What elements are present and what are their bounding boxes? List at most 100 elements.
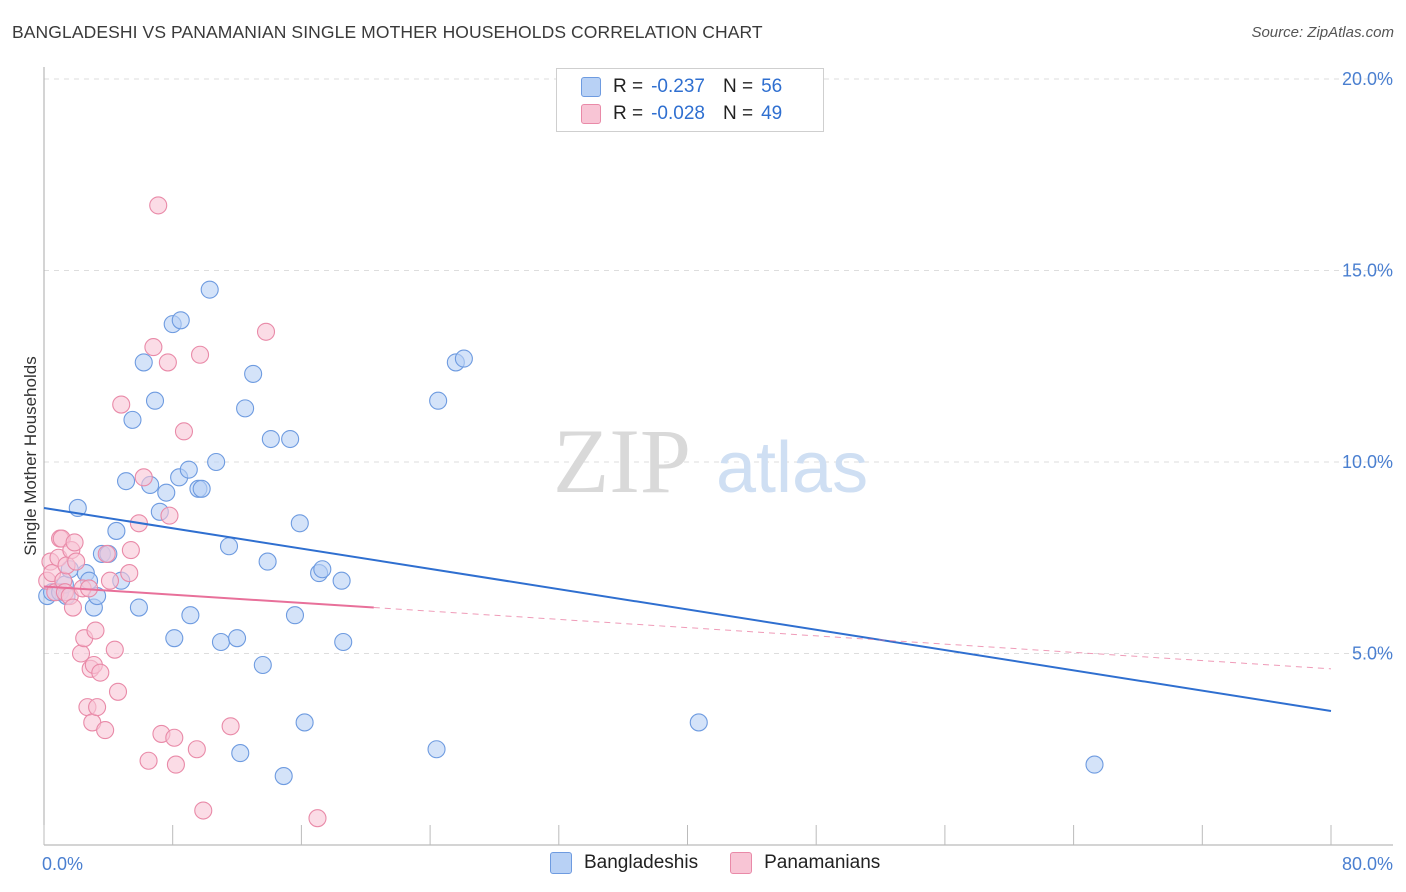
blue-swatch-icon (550, 852, 572, 874)
x-tick-label: 80.0% (1342, 854, 1393, 874)
y-tick-label: 10.0% (1342, 452, 1393, 472)
panamanian-point (174, 422, 194, 441)
panamanian-point (88, 698, 107, 717)
x-tick-label: 0.0% (42, 854, 83, 874)
bangladeshi-point (285, 606, 305, 625)
y-tick-label: 15.0% (1342, 261, 1393, 281)
bangladeshi-point (107, 521, 126, 540)
panamanian-point (120, 564, 139, 583)
gridlines (44, 78, 1393, 654)
panamanian-point (190, 345, 210, 364)
pink-swatch-icon (581, 104, 601, 124)
data-points (38, 196, 1104, 828)
panamanian-point (158, 353, 177, 372)
bangladeshi-point (295, 713, 314, 732)
legend-label: Panamanians (764, 852, 881, 873)
n-value: 49 (761, 103, 783, 124)
bangladeshi-point (454, 349, 473, 368)
legend-item-bangladeshis[interactable]: Bangladeshis (550, 852, 698, 874)
n-label: N = (722, 103, 754, 124)
bangladeshi-point (228, 629, 247, 648)
panamanian-point (91, 663, 110, 682)
y-axis-label: Single Mother Households (21, 356, 40, 555)
chart-title: BANGLADESHI VS PANAMANIAN SINGLE MOTHER … (12, 22, 763, 42)
legend-item-panamanians[interactable]: Panamanians (730, 852, 880, 874)
trend-lines (43, 506, 1332, 712)
panamanian-point (65, 533, 84, 552)
y-tick-label: 5.0% (1352, 644, 1393, 664)
r-value: -0.237 (651, 76, 705, 97)
bangladeshi-point (116, 472, 136, 491)
panamanian-point (308, 809, 327, 828)
bangladeshi-point (281, 429, 300, 449)
panamanian-point (112, 395, 131, 414)
tick-labels: 5.0% 10.0% 15.0% 20.0% 0.0% 80.0% (42, 69, 1393, 874)
bangladeshi-point (207, 452, 226, 472)
n-label: N = (722, 76, 754, 97)
y-tick-label: 20.0% (1342, 69, 1393, 89)
panamanian-trend-line (43, 585, 374, 609)
watermark-zip: ZIP (553, 410, 691, 512)
panamanian-point (160, 506, 179, 525)
bangladeshi-point (219, 537, 239, 556)
bangladeshi-point (313, 560, 332, 579)
panamanian-point (105, 640, 124, 659)
r-value: -0.028 (651, 103, 705, 124)
panamanian-point (108, 682, 128, 701)
bangladeshi-point (145, 391, 165, 410)
bangladeshi-point (179, 460, 198, 479)
bangladeshi-point (181, 606, 200, 625)
panamanian-point (256, 322, 276, 341)
bangladeshi-point (429, 391, 448, 410)
bangladeshi-point (171, 311, 190, 330)
bangladeshi-point (129, 598, 148, 617)
panamanian-point (144, 338, 163, 357)
panamanian-point (165, 728, 184, 747)
pink-swatch-icon (730, 852, 753, 874)
axes (43, 67, 1393, 846)
r-label: R = (613, 103, 644, 124)
bangladeshi-point (157, 483, 176, 502)
series-legend: Bangladeshis Panamanians (550, 852, 912, 874)
bangladeshi-point (123, 410, 142, 429)
bangladeshi-point (332, 571, 351, 590)
panamanian-point (97, 544, 116, 563)
bangladeshi-trend-line (43, 506, 1332, 712)
bangladeshi-point (236, 399, 255, 418)
bangladeshi-point (231, 744, 250, 763)
panamanian-point (67, 552, 86, 571)
panamanian-point (96, 721, 115, 740)
bangladeshi-point (200, 280, 219, 299)
watermark-atlas: atlas (716, 428, 868, 508)
panamanian-point (63, 598, 83, 617)
bangladeshi-point (334, 632, 353, 652)
panamanian-point (134, 468, 153, 487)
bangladeshi-point (261, 429, 280, 449)
panamanian-point (194, 801, 213, 820)
bangladeshi-point (211, 632, 231, 652)
bangladeshi-point (1085, 755, 1104, 774)
r-label: R = (613, 76, 644, 97)
legend-row-bangladeshis: R = -0.237 N = 56 (581, 76, 782, 98)
panamanian-point (139, 751, 158, 770)
source-label: Source: ZipAtlas.com (1251, 24, 1394, 41)
panamanian-point (166, 755, 185, 774)
stats-legend: R = -0.237 N = 56 R = -0.028 N = 49 (556, 68, 824, 132)
panamanian-point (86, 621, 105, 640)
bangladeshi-point (134, 353, 153, 372)
bangladeshi-point (689, 713, 708, 732)
panamanian-trend-extension (373, 607, 1332, 670)
blue-swatch-icon (581, 77, 601, 97)
panamanian-point (121, 541, 140, 560)
bangladeshi-point (253, 655, 272, 675)
bangladeshi-point (258, 552, 277, 571)
panamanian-point (221, 717, 240, 736)
legend-label: Bangladeshis (584, 852, 699, 873)
bangladeshi-point (290, 514, 309, 533)
bangladeshi-point (192, 479, 211, 498)
bangladeshi-point (244, 364, 263, 383)
bangladeshi-point (427, 740, 446, 759)
panamanian-point (187, 740, 206, 759)
panamanian-point (149, 196, 168, 215)
